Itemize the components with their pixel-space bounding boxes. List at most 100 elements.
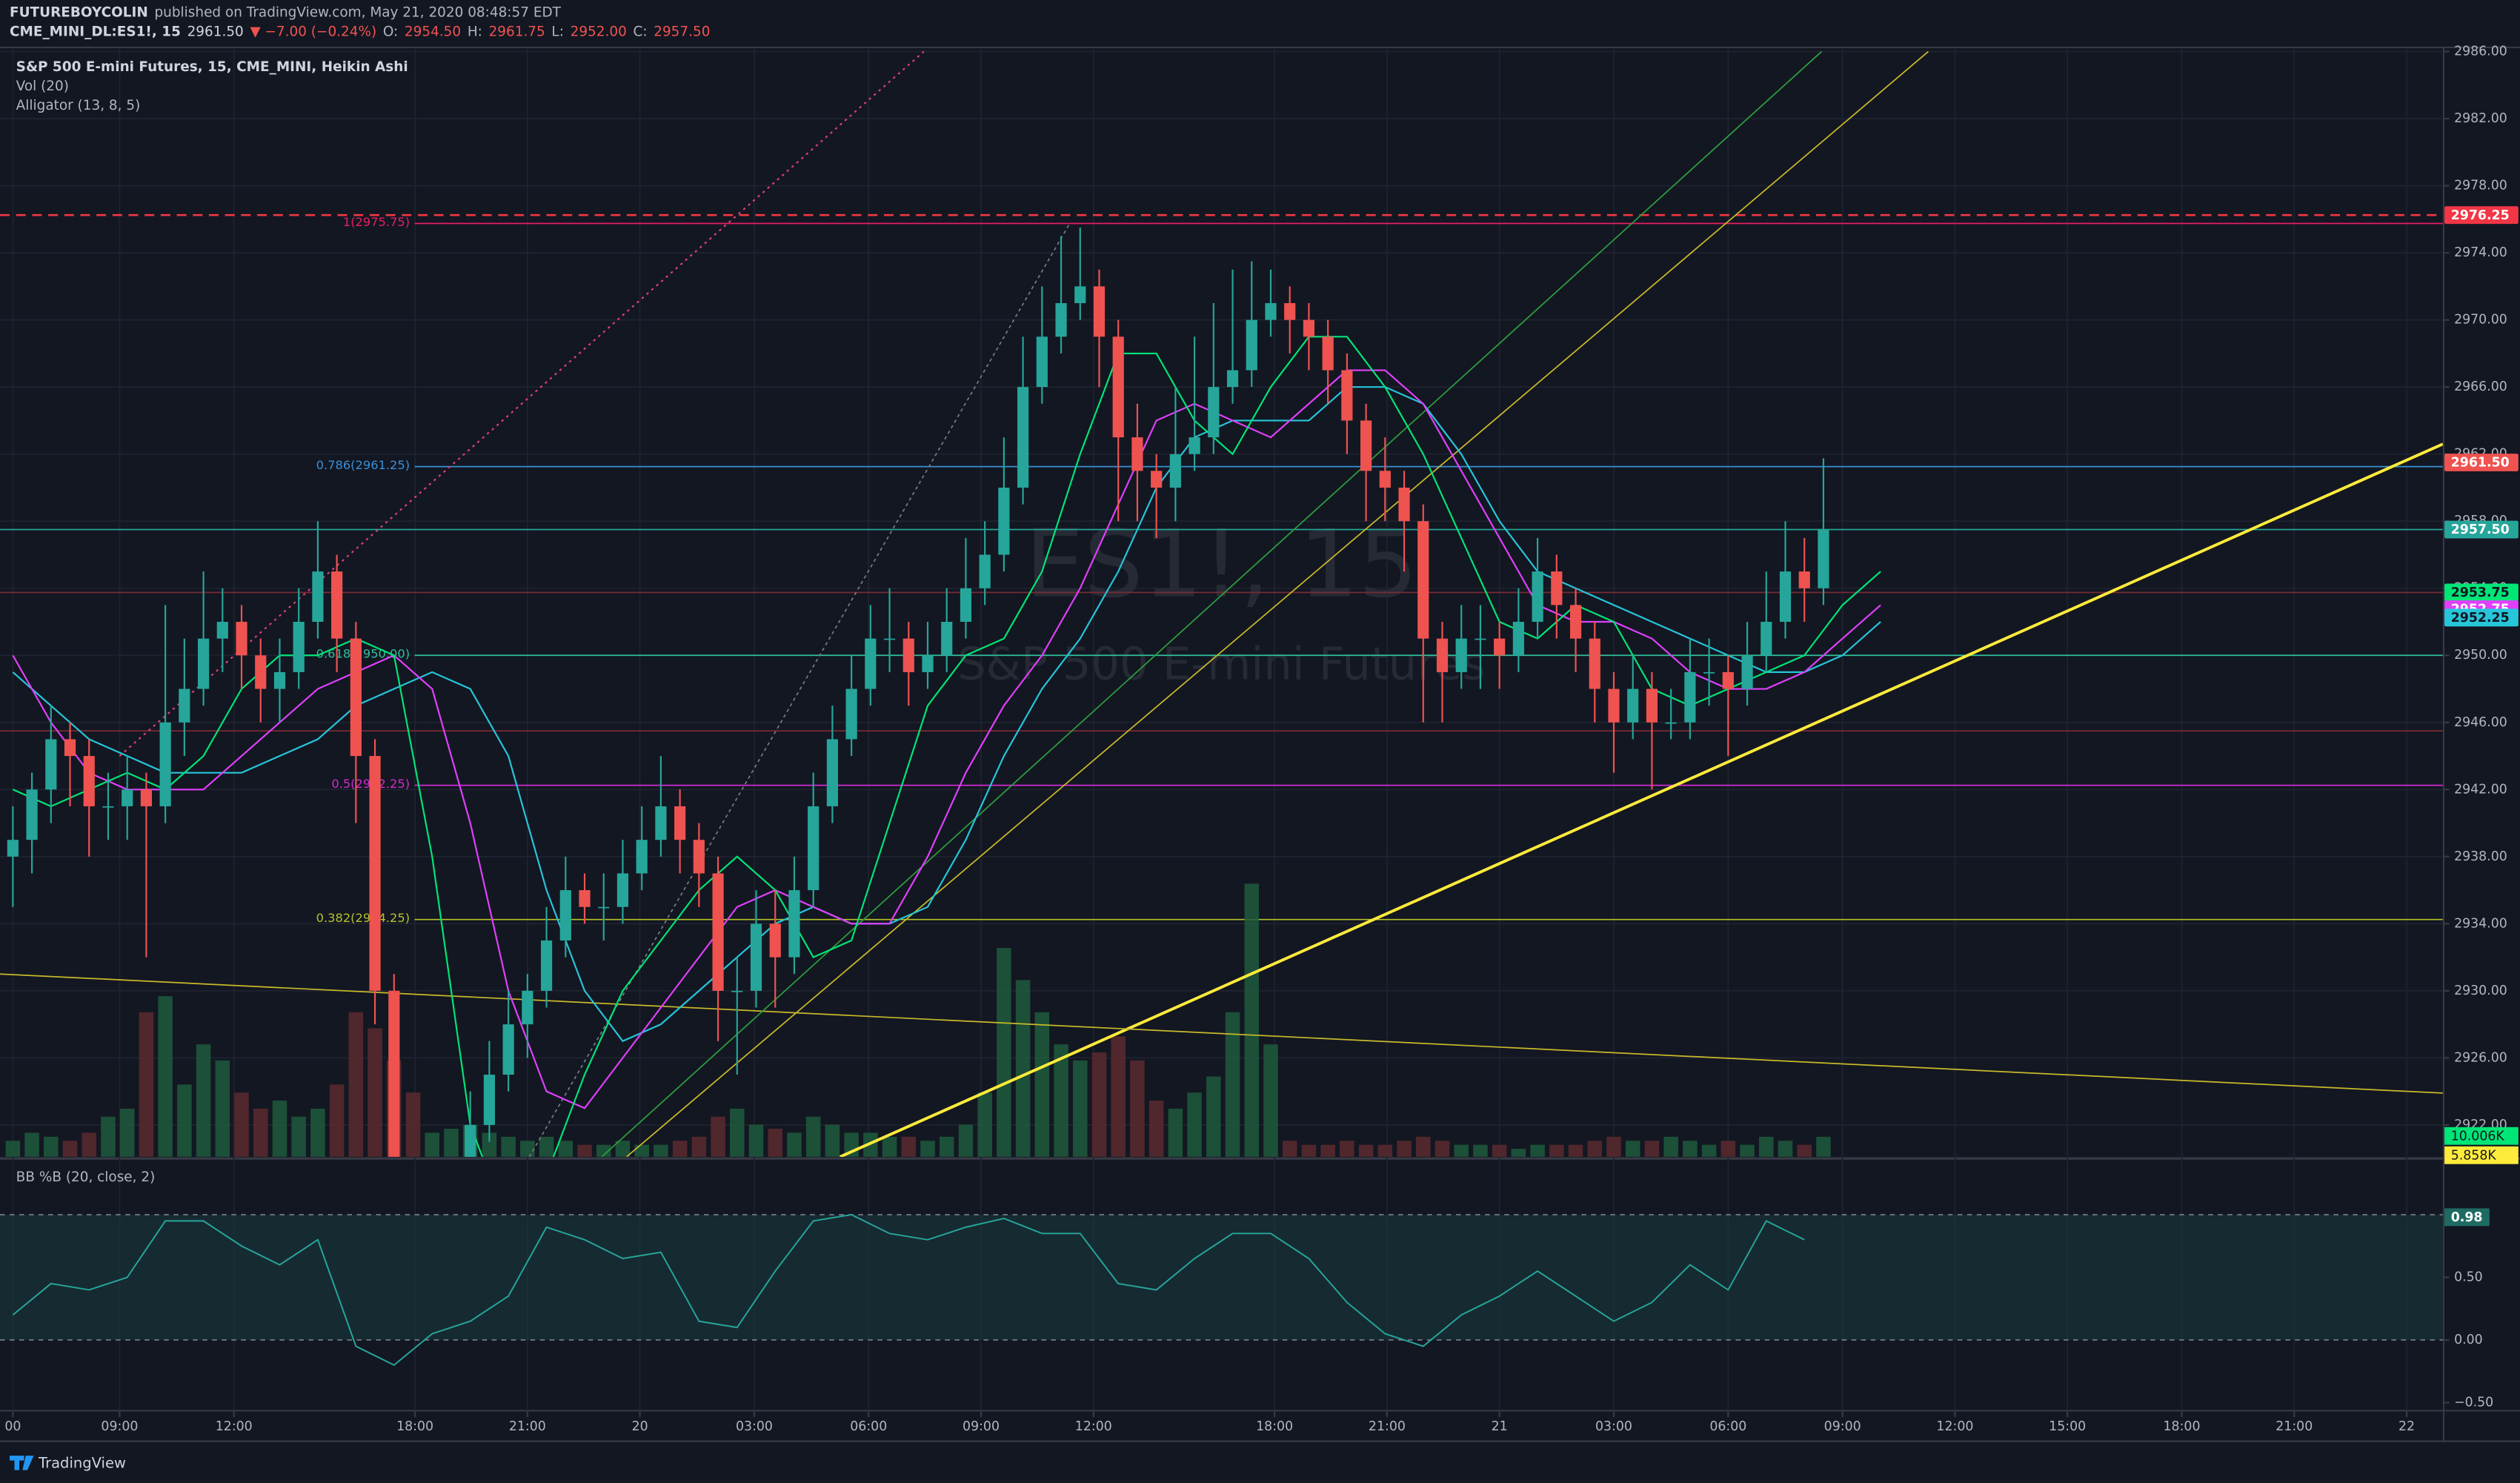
volume-bar bbox=[62, 1141, 78, 1157]
x-tick-label: 18:00 bbox=[1256, 1419, 1293, 1434]
volume-bar bbox=[82, 1132, 97, 1157]
y-tick-label: 2970.00 bbox=[2454, 313, 2507, 328]
publish-line: FUTUREBOYCOLIN published on TradingView.c… bbox=[10, 4, 562, 20]
volume-bar bbox=[1225, 1012, 1240, 1157]
x-tick-label: 06:00 bbox=[850, 1419, 887, 1434]
volume-bar bbox=[215, 1060, 230, 1157]
volume-bar bbox=[291, 1116, 306, 1157]
price-label-box bbox=[2444, 206, 2519, 225]
header-item: H: bbox=[468, 24, 482, 39]
volume-bar bbox=[1073, 1060, 1088, 1157]
volume-bar bbox=[634, 1144, 649, 1157]
price-label: 2957.50 bbox=[2451, 522, 2510, 537]
volume-bar bbox=[1454, 1144, 1469, 1157]
volume-bar bbox=[882, 1136, 897, 1157]
candle-body bbox=[1112, 336, 1124, 438]
x-tick-label: 21 bbox=[1492, 1419, 1508, 1434]
volume-title: Vol (20) bbox=[16, 79, 69, 94]
volume-label-box bbox=[2444, 1127, 2519, 1145]
x-tick-label: 03:00 bbox=[1595, 1419, 1632, 1434]
volume-bar bbox=[805, 1116, 821, 1157]
candle-body bbox=[1512, 621, 1524, 656]
volume-bar bbox=[1683, 1141, 1698, 1157]
volume-bar bbox=[158, 996, 173, 1157]
volume-bar bbox=[444, 1128, 459, 1157]
bb-tick-label: 0.00 bbox=[2454, 1333, 2483, 1347]
volume-label: 5.858K bbox=[2451, 1148, 2497, 1163]
price-pane: 1(2975.75) 0.786(2961.25) 0.618(2950.00) 0.… bbox=[0, 50, 2443, 1157]
y-tick-label: 2986.00 bbox=[2454, 44, 2507, 59]
header-item: published on TradingView.com, May 21, 20… bbox=[155, 4, 562, 20]
grid bbox=[0, 48, 2443, 1411]
candle-body bbox=[122, 789, 133, 806]
x-tick-label: 20 bbox=[632, 1419, 648, 1434]
bb-tick-label: 0.50 bbox=[2454, 1270, 2483, 1285]
candle-body bbox=[598, 906, 610, 909]
volume-bar bbox=[1320, 1144, 1335, 1157]
x-tick-label: 12:00 bbox=[216, 1419, 253, 1434]
y-tick-label: 2982.00 bbox=[2454, 111, 2507, 126]
x-tick-label: 09:00 bbox=[101, 1419, 138, 1434]
y-tick-label: 2938.00 bbox=[2454, 849, 2507, 864]
volume-bar bbox=[1721, 1141, 1736, 1157]
candle-body bbox=[731, 990, 743, 992]
header-item: 2954.50 bbox=[405, 24, 461, 39]
candle-body bbox=[922, 655, 934, 672]
x-tick-label: 12:00 bbox=[1075, 1419, 1112, 1434]
y-tick-label: 2926.00 bbox=[2454, 1050, 2507, 1065]
volume-bar bbox=[44, 1136, 59, 1157]
volume-bar bbox=[1778, 1141, 1793, 1157]
candle-body bbox=[255, 655, 267, 689]
volume-bar bbox=[425, 1132, 440, 1157]
candle-body bbox=[1074, 286, 1086, 304]
trendline bbox=[601, 50, 1822, 1157]
trendline bbox=[839, 442, 2443, 1157]
volume-bar bbox=[1701, 1144, 1717, 1157]
candle-body bbox=[1208, 387, 1220, 438]
candle-body bbox=[216, 621, 228, 639]
candle-body bbox=[769, 923, 781, 958]
candle-body bbox=[579, 890, 591, 907]
candle-body bbox=[1436, 638, 1449, 672]
candle-body bbox=[64, 739, 76, 757]
candle-body bbox=[1761, 621, 1772, 656]
volume-bar bbox=[748, 1124, 764, 1157]
volume-bar bbox=[958, 1124, 974, 1157]
volume-label: 10.006K bbox=[2451, 1129, 2505, 1144]
candle-body bbox=[1226, 370, 1239, 388]
candle-body bbox=[1455, 638, 1467, 672]
candle-body bbox=[331, 571, 343, 639]
candle-body bbox=[1722, 671, 1734, 689]
x-tick-label: 09:00 bbox=[963, 1419, 1000, 1434]
candle-body bbox=[808, 806, 820, 891]
volume-bar bbox=[1606, 1136, 1621, 1157]
volume-bar bbox=[1206, 1076, 1221, 1157]
volume-bar bbox=[1282, 1141, 1297, 1157]
volume-bar bbox=[1473, 1144, 1488, 1157]
volume-bar bbox=[1244, 883, 1260, 1157]
volume-bar bbox=[920, 1141, 935, 1157]
header-item: CME_MINI_DL:ES1!, 15 bbox=[10, 24, 181, 39]
volume-bar bbox=[1587, 1141, 1603, 1157]
candle-body bbox=[1818, 529, 1829, 588]
volume-bar bbox=[348, 1012, 364, 1157]
x-tick-label: 09:00 bbox=[1824, 1419, 1861, 1434]
candle-body bbox=[102, 806, 114, 808]
volume-bar bbox=[234, 1092, 249, 1157]
candle-body bbox=[1360, 420, 1372, 471]
price-label: 2976.25 bbox=[2451, 208, 2510, 223]
candle-body bbox=[1341, 370, 1353, 421]
fib-label: 0.786(2961.25) bbox=[316, 458, 410, 472]
candle-body bbox=[559, 890, 571, 940]
candle-body bbox=[712, 873, 724, 991]
candle-body bbox=[655, 806, 667, 840]
volume-bar bbox=[482, 1132, 497, 1157]
candle-body bbox=[1303, 319, 1315, 337]
volume-bar bbox=[1034, 1012, 1050, 1157]
candle-body bbox=[540, 940, 553, 991]
volume-bar bbox=[5, 1141, 21, 1157]
candle-body bbox=[788, 890, 800, 958]
volume-bar bbox=[1511, 1149, 1526, 1157]
candle-body bbox=[1151, 471, 1163, 488]
volume-bar bbox=[1130, 1060, 1145, 1157]
